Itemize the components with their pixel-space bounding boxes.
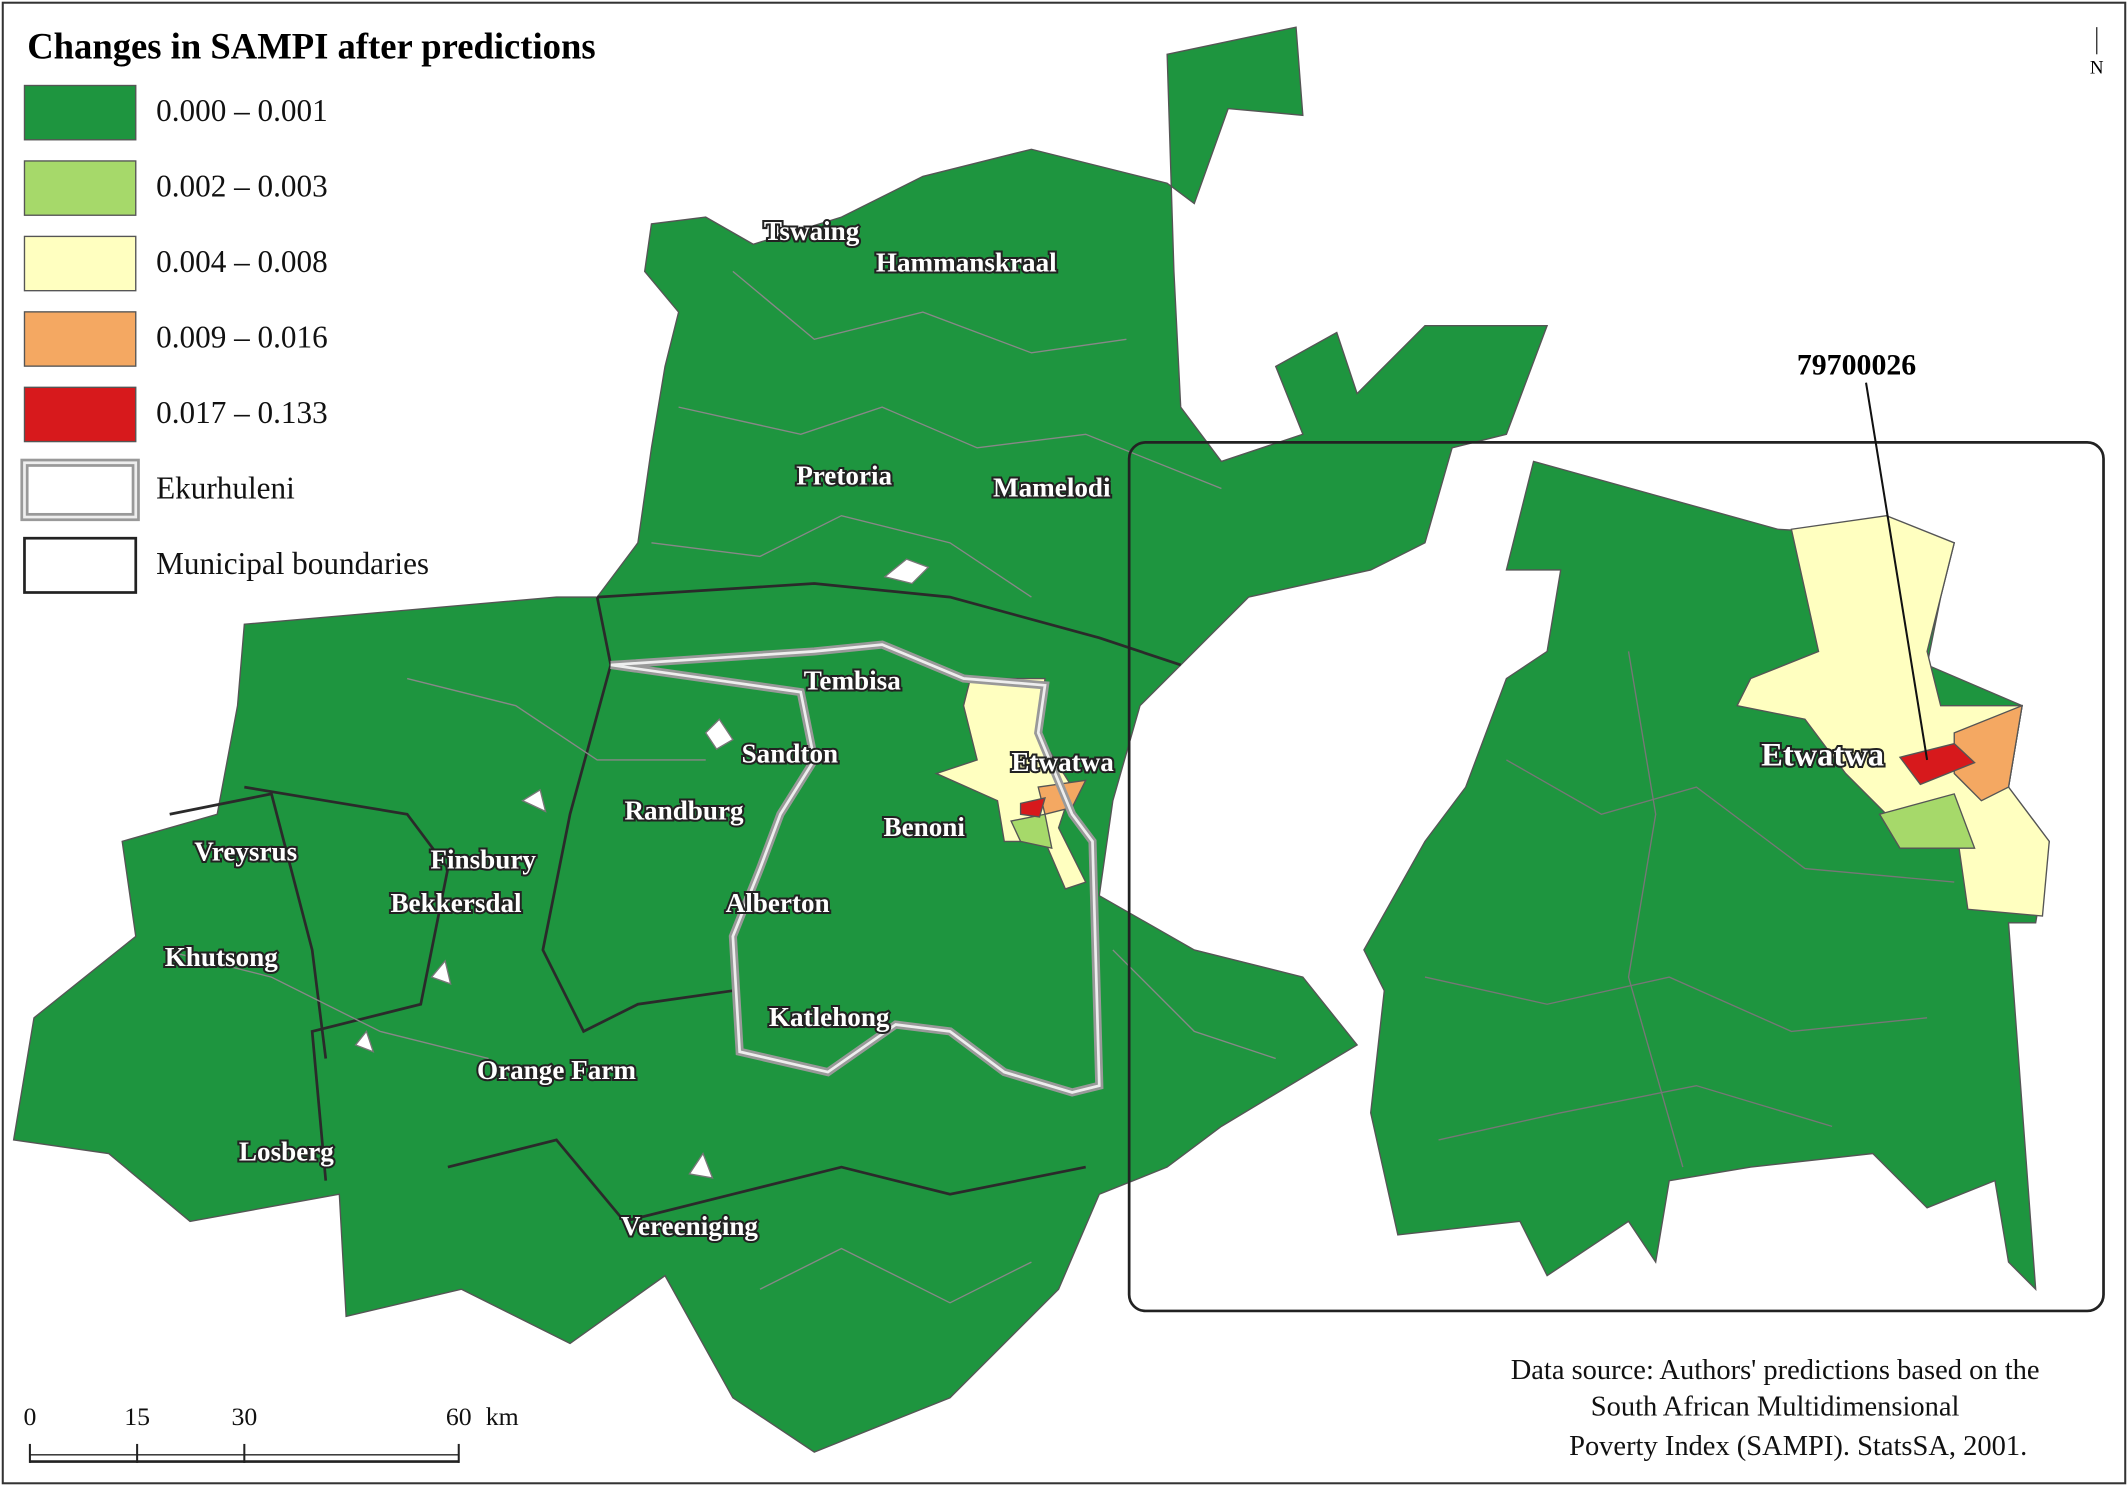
inset-light-green — [1878, 793, 1976, 849]
place-label: Alberton — [726, 888, 830, 918]
source-text: Poverty Index (SAMPI). StatsSA, 2001. — [1569, 1431, 2027, 1462]
scale-label: 30 — [231, 1402, 257, 1431]
no-data — [688, 1152, 714, 1179]
no-data — [883, 558, 930, 585]
no-data — [354, 1029, 375, 1053]
source-text: South African Multidimensional — [1591, 1391, 1960, 1422]
legend-swatch — [23, 461, 138, 519]
place-label: Vreysrus — [194, 836, 297, 866]
region-red — [1019, 797, 1046, 818]
ekurhuleni-outline — [610, 640, 1104, 1097]
place-label: Finsbury — [430, 845, 536, 875]
place-label: Orange Farm — [477, 1055, 636, 1085]
place-label: Tembisa — [804, 665, 901, 695]
legend-swatch — [23, 235, 137, 292]
place-label: Randburg — [624, 796, 744, 826]
inset-label: Etwatwa — [1761, 737, 1884, 773]
no-data — [430, 959, 452, 985]
place-label: Benoni — [884, 812, 966, 842]
no-data — [521, 788, 547, 813]
region-main — [12, 26, 1549, 1453]
place-label: Pretoria — [796, 460, 892, 490]
place-label: Etwatwa — [1011, 747, 1114, 777]
legend-label: 0.002 – 0.003 — [156, 169, 328, 204]
scale-unit: km — [486, 1402, 519, 1431]
callout-line — [1865, 382, 1929, 761]
north-label: N — [2090, 57, 2104, 78]
legend-label: Ekurhuleni — [156, 470, 295, 505]
callout-label: 79700026 — [1797, 349, 1916, 382]
legend-label: 0.000 – 0.001 — [156, 93, 328, 128]
source-text: Data source: Authors' predictions based … — [1511, 1355, 2040, 1386]
place-label: Hammanskraal — [876, 247, 1057, 277]
inset-red — [1898, 742, 1976, 786]
legend: 0.000 – 0.001 0.002 – 0.003 0.004 – 0.008 0… — [20, 84, 429, 594]
inset-frame — [1127, 441, 2105, 1313]
legend-label: 0.004 – 0.008 — [156, 244, 328, 279]
place-label: Vereeniging — [621, 1211, 759, 1241]
legend-swatch — [23, 84, 137, 141]
place-label: Tswaing — [764, 216, 860, 246]
map-title: Changes in SAMPI after predictions — [27, 25, 595, 66]
scale-label: 15 — [124, 1402, 150, 1431]
ward-boundaries — [162, 270, 1276, 1304]
place-label: Bekkersdal — [390, 888, 522, 918]
no-data — [704, 718, 734, 751]
scale-label: 0 — [23, 1402, 36, 1431]
inset-wards — [1424, 651, 1955, 1168]
legend-swatch — [23, 311, 137, 367]
place-label: Sandton — [742, 739, 839, 769]
scale-bar: 0 15 30 60 km — [23, 1402, 519, 1463]
place-label: Losberg — [239, 1136, 334, 1166]
inset-etwatwa — [1736, 514, 2050, 917]
place-label: Mamelodi — [993, 473, 1111, 503]
legend-label: 0.017 – 0.133 — [156, 395, 328, 430]
legend-label: Municipal boundaries — [156, 546, 429, 581]
legend-swatch — [23, 386, 137, 443]
legend-swatch — [20, 458, 140, 522]
legend-swatch — [23, 536, 138, 594]
municipal-boundaries — [169, 582, 1182, 1223]
legend-label: 0.009 – 0.016 — [156, 320, 328, 355]
place-label: Katlehong — [769, 1002, 890, 1032]
legend-swatch — [23, 160, 137, 216]
scale-label: 60 — [446, 1402, 472, 1431]
place-label: Khutsong — [165, 942, 279, 972]
